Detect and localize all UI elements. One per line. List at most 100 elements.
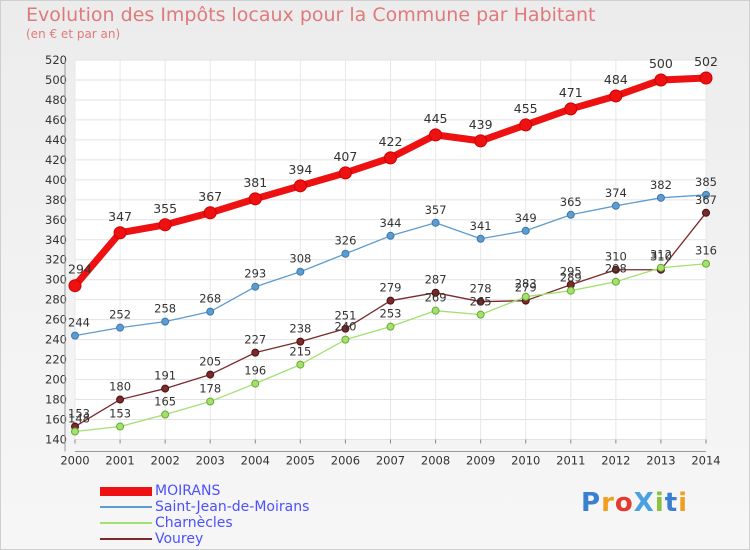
data-point (251, 282, 260, 291)
y-tick-label: 320 (45, 253, 67, 267)
x-tick-label: 2013 (646, 454, 675, 468)
y-tick-label: 380 (45, 193, 67, 207)
legend-swatch (100, 522, 152, 524)
x-tick-label: 2000 (60, 454, 89, 468)
data-label: 316 (695, 244, 717, 258)
data-point (116, 422, 125, 431)
data-label: 191 (154, 369, 176, 383)
x-tick-label: 2005 (286, 454, 315, 468)
data-label: 355 (153, 201, 177, 216)
data-label: 407 (333, 149, 357, 164)
data-label: 367 (198, 189, 222, 204)
data-point (611, 277, 620, 286)
data-point (702, 259, 710, 268)
data-label: 312 (650, 248, 672, 262)
x-tick-label: 2010 (511, 454, 540, 468)
data-point (296, 360, 305, 369)
legend-label: Saint-Jean-de-Moirans (155, 499, 310, 515)
data-label: 153 (68, 407, 90, 421)
logo-letter: r (601, 488, 615, 518)
x-tick-label: 2007 (376, 454, 405, 468)
data-point (611, 265, 620, 274)
data-point (161, 384, 170, 393)
data-label: 205 (199, 355, 221, 369)
data-label: 367 (695, 193, 717, 207)
data-point (656, 263, 665, 272)
data-point (206, 397, 215, 406)
data-point (476, 234, 485, 243)
data-label: 381 (243, 175, 267, 190)
data-label: 279 (515, 281, 537, 295)
data-label: 293 (244, 267, 266, 281)
data-label: 455 (514, 101, 538, 116)
data-point (566, 210, 575, 219)
data-point (341, 249, 350, 258)
x-tick-label: 2001 (105, 454, 134, 468)
legend-label: Charnècles (155, 515, 233, 531)
data-point (474, 134, 488, 148)
data-label: 215 (289, 345, 311, 359)
data-label: 445 (424, 111, 448, 126)
legend-swatch (100, 538, 152, 540)
data-label: 382 (650, 178, 672, 192)
y-tick-label: 160 (45, 413, 67, 427)
data-point (699, 71, 713, 85)
logo-letter: X (633, 488, 655, 518)
data-point (251, 348, 260, 357)
data-label: 289 (560, 271, 582, 285)
data-point (521, 226, 530, 235)
data-point (654, 73, 668, 87)
data-point (431, 306, 440, 315)
legend-swatch (100, 486, 152, 496)
x-tick-label: 2014 (691, 454, 720, 468)
legend-label: Vourey (155, 531, 204, 547)
data-point (338, 166, 352, 180)
data-label: 295 (560, 265, 582, 279)
data-label: 385 (695, 175, 717, 189)
data-point (248, 192, 262, 206)
data-point (702, 190, 710, 199)
data-point (293, 179, 307, 193)
y-tick-label: 280 (45, 293, 67, 307)
x-tick-label: 2002 (151, 454, 180, 468)
data-label: 279 (380, 281, 402, 295)
data-label: 148 (68, 412, 90, 426)
data-label: 365 (560, 195, 582, 209)
data-point (656, 193, 665, 202)
data-label: 165 (154, 395, 176, 409)
data-point (206, 370, 215, 379)
data-point (296, 337, 305, 346)
data-label: 344 (380, 216, 402, 230)
data-label: 502 (694, 54, 718, 69)
data-point (116, 395, 125, 404)
chart-title: Evolution des Impôts locaux pour la Comm… (26, 4, 596, 26)
data-label: 347 (108, 209, 132, 224)
data-label: 178 (199, 382, 221, 396)
logo-letter: i (654, 488, 665, 518)
y-tick-label: 140 (45, 433, 67, 447)
data-label: 258 (154, 302, 176, 316)
data-label: 240 (334, 320, 356, 334)
data-label: 471 (559, 85, 583, 100)
y-tick-label: 200 (45, 373, 67, 387)
data-label: 251 (334, 309, 356, 323)
data-point (341, 324, 350, 333)
data-point (431, 288, 440, 297)
y-tick-label: 440 (45, 133, 67, 147)
data-label: 153 (109, 407, 131, 421)
data-label: 268 (199, 292, 221, 306)
y-tick-label: 480 (45, 93, 67, 107)
data-label: 287 (425, 273, 447, 287)
data-label: 265 (470, 295, 492, 309)
data-point (476, 310, 485, 319)
data-label: 308 (289, 252, 311, 266)
data-point (564, 102, 578, 116)
data-point (251, 379, 260, 388)
x-tick-label: 2011 (556, 454, 585, 468)
chart-subtitle: (en € et par an) (26, 27, 121, 41)
data-label: 283 (515, 277, 537, 291)
x-tick-label: 2006 (331, 454, 360, 468)
logo-letter: t (664, 488, 679, 518)
y-tick-label: 360 (45, 213, 67, 227)
